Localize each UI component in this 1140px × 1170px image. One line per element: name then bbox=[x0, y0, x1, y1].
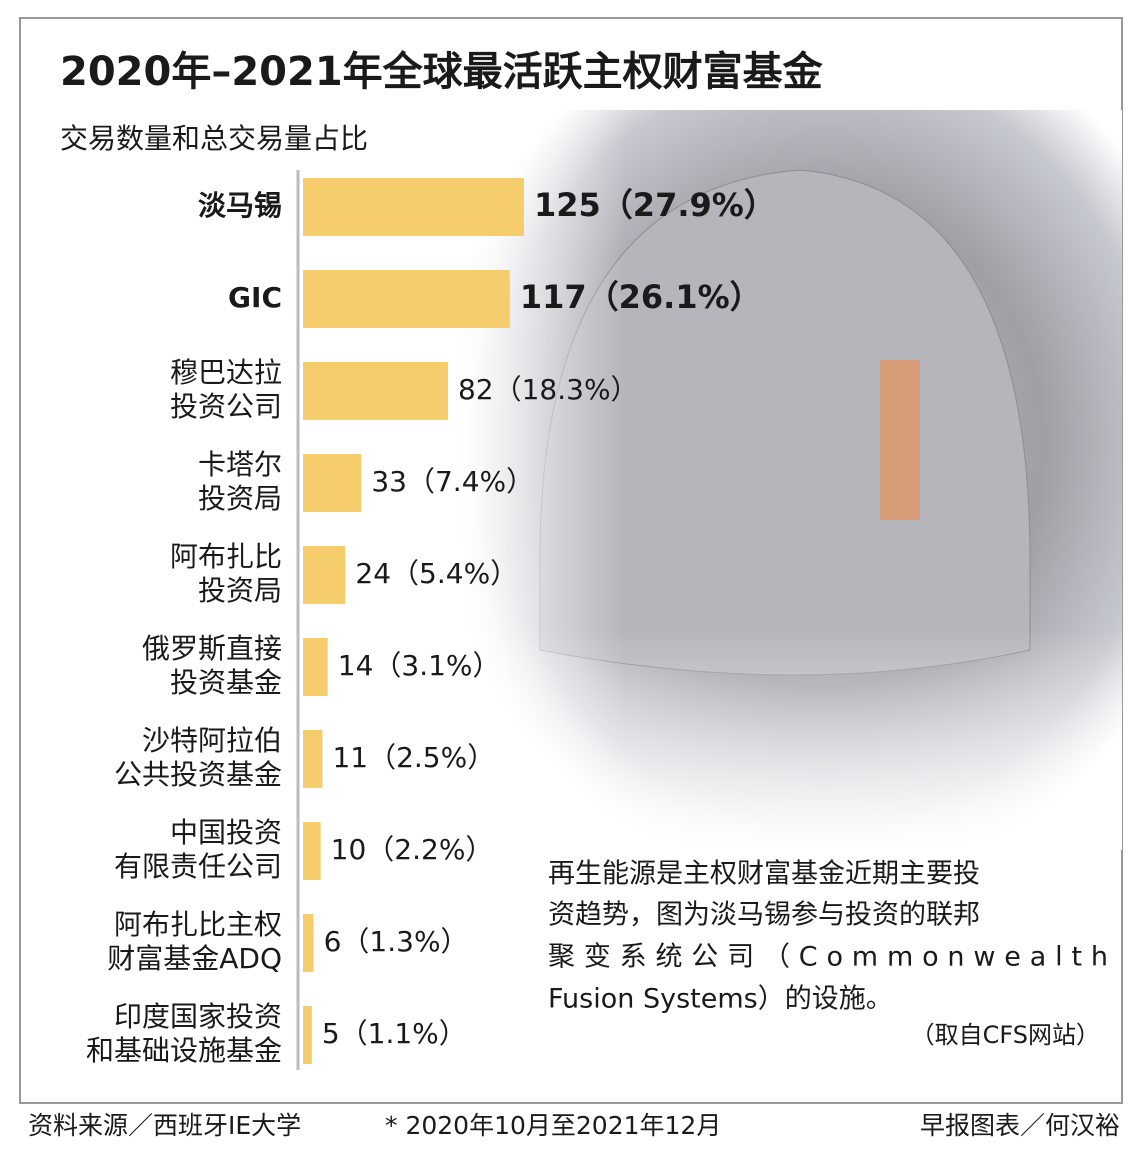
bar bbox=[303, 546, 346, 604]
value-label: 117（26.1%） bbox=[520, 278, 762, 316]
category-label: 印度国家投资 bbox=[114, 1000, 282, 1033]
category-label: 有限责任公司 bbox=[114, 850, 282, 883]
value-label: 33（7.4%） bbox=[371, 465, 534, 498]
bar bbox=[303, 270, 510, 328]
caption: 再生能源是主权财富基金近期主要投 资趋势，图为淡马锡参与投资的联邦 聚变系统公司… bbox=[548, 859, 1108, 1050]
category-label: GIC bbox=[228, 281, 282, 314]
category-label: 投资基金 bbox=[170, 666, 282, 699]
value-label: 14（3.1%） bbox=[338, 649, 501, 682]
category-label: 中国投资 bbox=[170, 816, 282, 849]
category-label: 投资局 bbox=[198, 574, 282, 607]
caption-line: Fusion Systems）的设施。 bbox=[548, 984, 893, 1015]
value-label: 24（5.4%） bbox=[355, 557, 518, 590]
category-label: 财富基金ADQ bbox=[107, 942, 282, 975]
byline: 早报图表／何汉裕 bbox=[920, 1111, 1120, 1140]
chart-title: 2020年–2021年全球最活跃主权财富基金 bbox=[60, 49, 824, 95]
footnote: * 2020年10月至2021年12月 bbox=[385, 1111, 721, 1140]
value-label: 10（2.2%） bbox=[331, 833, 494, 866]
bar bbox=[303, 1006, 312, 1064]
caption-line: 再生能源是主权财富基金近期主要投 bbox=[548, 859, 980, 890]
bar bbox=[303, 638, 328, 696]
category-label: 俄罗斯直接 bbox=[142, 632, 282, 665]
value-label: 6（1.3%） bbox=[324, 925, 469, 958]
value-label: 5（1.1%） bbox=[322, 1017, 467, 1050]
caption-line: 聚变系统公司（Commonwealth bbox=[548, 942, 1108, 973]
bar bbox=[303, 822, 321, 880]
background-photo bbox=[460, 110, 1122, 850]
value-label: 11（2.5%） bbox=[332, 741, 495, 774]
bar bbox=[303, 178, 524, 236]
category-label: 阿布扎比主权 bbox=[114, 908, 282, 941]
caption-line: 资趋势，图为淡马锡参与投资的联邦 bbox=[548, 900, 980, 931]
value-label: 125（27.9%） bbox=[534, 186, 776, 224]
chart-subtitle: 交易数量和总交易量占比 bbox=[60, 122, 368, 155]
source: 资料来源／西班牙IE大学 bbox=[28, 1111, 301, 1140]
category-label: 阿布扎比 bbox=[170, 540, 282, 573]
bar bbox=[303, 730, 323, 788]
bar bbox=[303, 454, 362, 512]
category-label: 投资公司 bbox=[170, 390, 282, 423]
category-label: 卡塔尔 bbox=[198, 448, 282, 481]
category-label: 和基础设施基金 bbox=[86, 1034, 282, 1067]
photo-credit: （取自CFS网站） bbox=[911, 1021, 1100, 1049]
category-label: 公共投资基金 bbox=[114, 758, 282, 791]
category-label: 淡马锡 bbox=[198, 189, 282, 222]
category-label: 投资局 bbox=[198, 482, 282, 515]
category-label: 沙特阿拉伯 bbox=[142, 724, 282, 757]
value-label: 82（18.3%） bbox=[458, 373, 639, 406]
bar bbox=[303, 914, 314, 972]
category-label: 穆巴达拉 bbox=[170, 356, 282, 389]
bar bbox=[303, 362, 448, 420]
